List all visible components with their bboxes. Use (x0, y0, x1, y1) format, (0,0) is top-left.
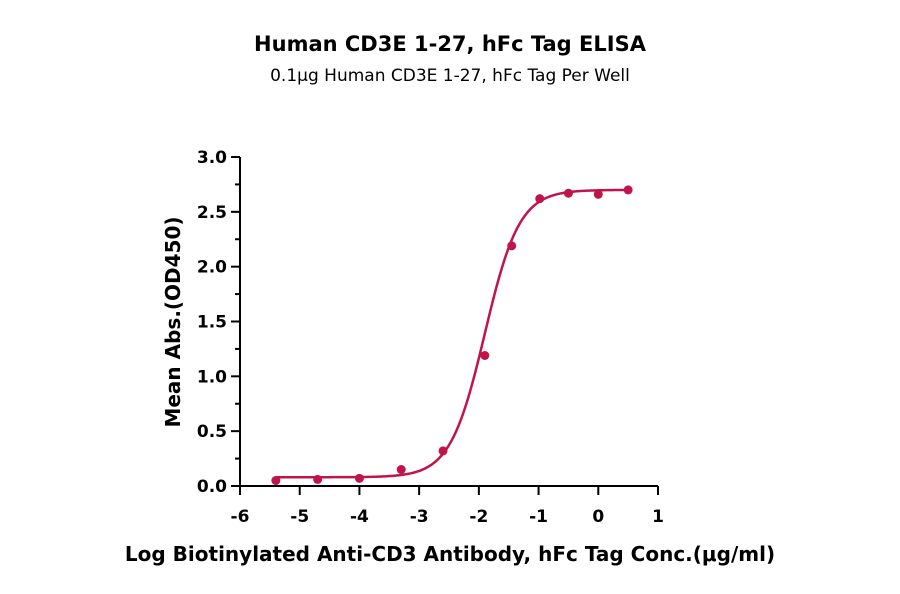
data-point (313, 474, 323, 484)
data-point (271, 476, 281, 486)
data-point (354, 473, 364, 483)
data-point (535, 194, 545, 204)
x-tick-label: -3 (410, 507, 429, 527)
y-tick-label: 1.0 (197, 367, 227, 387)
chart-title: Human CD3E 1-27, hFc Tag ELISA (254, 32, 647, 56)
x-tick-label: -2 (469, 507, 488, 527)
data-points (271, 185, 633, 486)
x-axis-label: Log Biotinylated Anti-CD3 Antibody, hFc … (125, 542, 775, 566)
data-point (623, 185, 633, 195)
y-tick-label: 1.5 (197, 313, 227, 333)
data-point (593, 189, 603, 199)
x-tick-label: 1 (652, 507, 664, 527)
y-tick-label: 0.5 (197, 422, 227, 442)
y-tick-label: 0.0 (197, 477, 227, 497)
x-tick-label: -6 (231, 507, 250, 527)
data-point (507, 241, 517, 251)
y-tick-label: 2.0 (197, 258, 227, 278)
y-axis-label: Mean Abs.(OD450) (161, 216, 185, 427)
x-tick-label: 0 (592, 507, 604, 527)
x-tick-label: -4 (350, 507, 369, 527)
axes: 0.0 0.5 1.0 1.5 2.0 2.5 3.0 -6 -5 -4 -3 -2 -1 0 1 (197, 148, 664, 527)
data-point (480, 350, 490, 360)
chart-subtitle: 0.1μg Human CD3E 1-27, hFc Tag Per Well (270, 66, 630, 86)
fit-curve (275, 188, 629, 479)
data-point (396, 465, 406, 475)
data-point (563, 188, 573, 198)
y-tick-label: 2.5 (197, 203, 227, 223)
data-point (438, 446, 448, 456)
fit-curve-layer (275, 188, 629, 479)
y-tick-label: 3.0 (197, 148, 227, 168)
x-tick-label: -1 (529, 507, 548, 527)
x-tick-label: -5 (290, 507, 309, 527)
